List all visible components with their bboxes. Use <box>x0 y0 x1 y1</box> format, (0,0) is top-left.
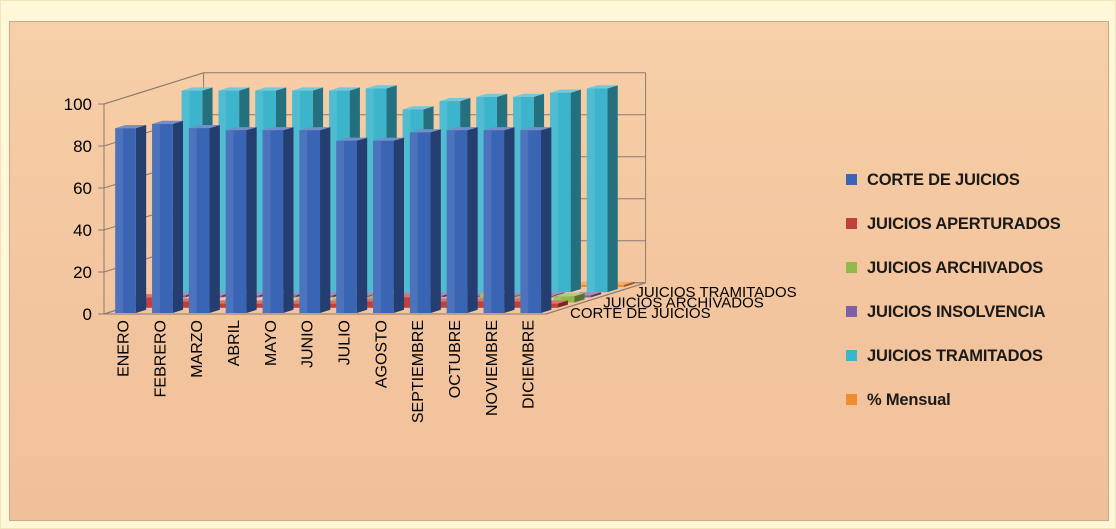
legend-swatch <box>846 174 857 185</box>
legend-item: JUICIOS TRAMITADOS <box>846 347 1043 365</box>
x-tick-label: ABRIL <box>226 320 243 366</box>
legend-item: % Mensual <box>846 391 951 409</box>
legend-swatch <box>846 394 857 405</box>
x-tick-label: DICIEMBRE <box>521 320 538 409</box>
legend-swatch <box>846 262 857 273</box>
bar <box>152 120 184 314</box>
x-tick-label: FEBRERO <box>152 320 169 397</box>
legend-swatch <box>846 218 857 229</box>
bar <box>373 137 405 314</box>
chart-svg: 0 20 40 60 80 100 ENERO FEBRERO MARZO ABRIL MAYO JU… <box>64 72 1061 423</box>
bar <box>520 127 552 314</box>
legend-label: % Mensual <box>867 391 950 409</box>
depth-tick-label: CORTE DE JUICIOS <box>570 305 711 322</box>
x-tick-label: NOVIEMBRE <box>484 320 501 416</box>
x-tick-label: MARZO <box>189 320 206 378</box>
bar <box>409 129 441 314</box>
bar <box>115 124 147 314</box>
legend-item: JUICIOS INSOLVENCIA <box>846 303 1046 321</box>
legend-swatch <box>846 306 857 317</box>
x-tick-label: SEPTIEMBRE <box>410 320 427 423</box>
legend-label: JUICIOS INSOLVENCIA <box>867 303 1046 321</box>
y-tick-label: 20 <box>73 263 92 282</box>
y-tick-label: 40 <box>73 221 92 240</box>
legend-item: JUICIOS ARCHIVADOS <box>846 259 1043 277</box>
legend: CORTE DE JUICIOS JUICIOS APERTURADOS JUICI… <box>846 171 1061 409</box>
legend-label: JUICIOS APERTURADOS <box>867 215 1061 233</box>
bar <box>336 137 368 314</box>
bar <box>225 127 257 314</box>
bar <box>188 124 220 314</box>
y-tick-label: 60 <box>73 179 92 198</box>
y-tick-label: 100 <box>64 95 92 114</box>
depth-tick-label: JUICIOS TRAMITADOS <box>636 284 796 301</box>
x-tick-label: AGOSTO <box>373 320 390 388</box>
bar <box>299 127 331 314</box>
x-tick-label: JULIO <box>336 320 353 365</box>
chart-panel: 0 20 40 60 80 100 ENERO FEBRERO MARZO ABRIL MAYO JU… <box>9 21 1109 521</box>
y-tick-label: 0 <box>83 305 92 324</box>
legend-item: JUICIOS APERTURADOS <box>846 215 1061 233</box>
legend-label: JUICIOS ARCHIVADOS <box>867 259 1043 277</box>
depth-tick-label: JUICIOS ARCHIVADOS <box>603 295 764 312</box>
bar <box>549 89 581 293</box>
x-tick-label: JUNIO <box>300 320 317 368</box>
bar <box>446 127 478 314</box>
legend-label: JUICIOS TRAMITADOS <box>867 347 1043 365</box>
chart-bars <box>115 85 635 314</box>
x-tick-label: MAYO <box>263 320 280 366</box>
bar <box>483 127 515 314</box>
bar <box>262 127 294 314</box>
bar <box>553 293 585 303</box>
legend-swatch <box>846 350 857 361</box>
legend-item: CORTE DE JUICIOS <box>846 171 1020 189</box>
y-tick-label: 80 <box>73 137 92 156</box>
x-tick-label: ENERO <box>115 320 132 377</box>
x-tick-label: OCTUBRE <box>447 320 464 398</box>
bar <box>586 85 618 293</box>
legend-label: CORTE DE JUICIOS <box>867 171 1020 189</box>
